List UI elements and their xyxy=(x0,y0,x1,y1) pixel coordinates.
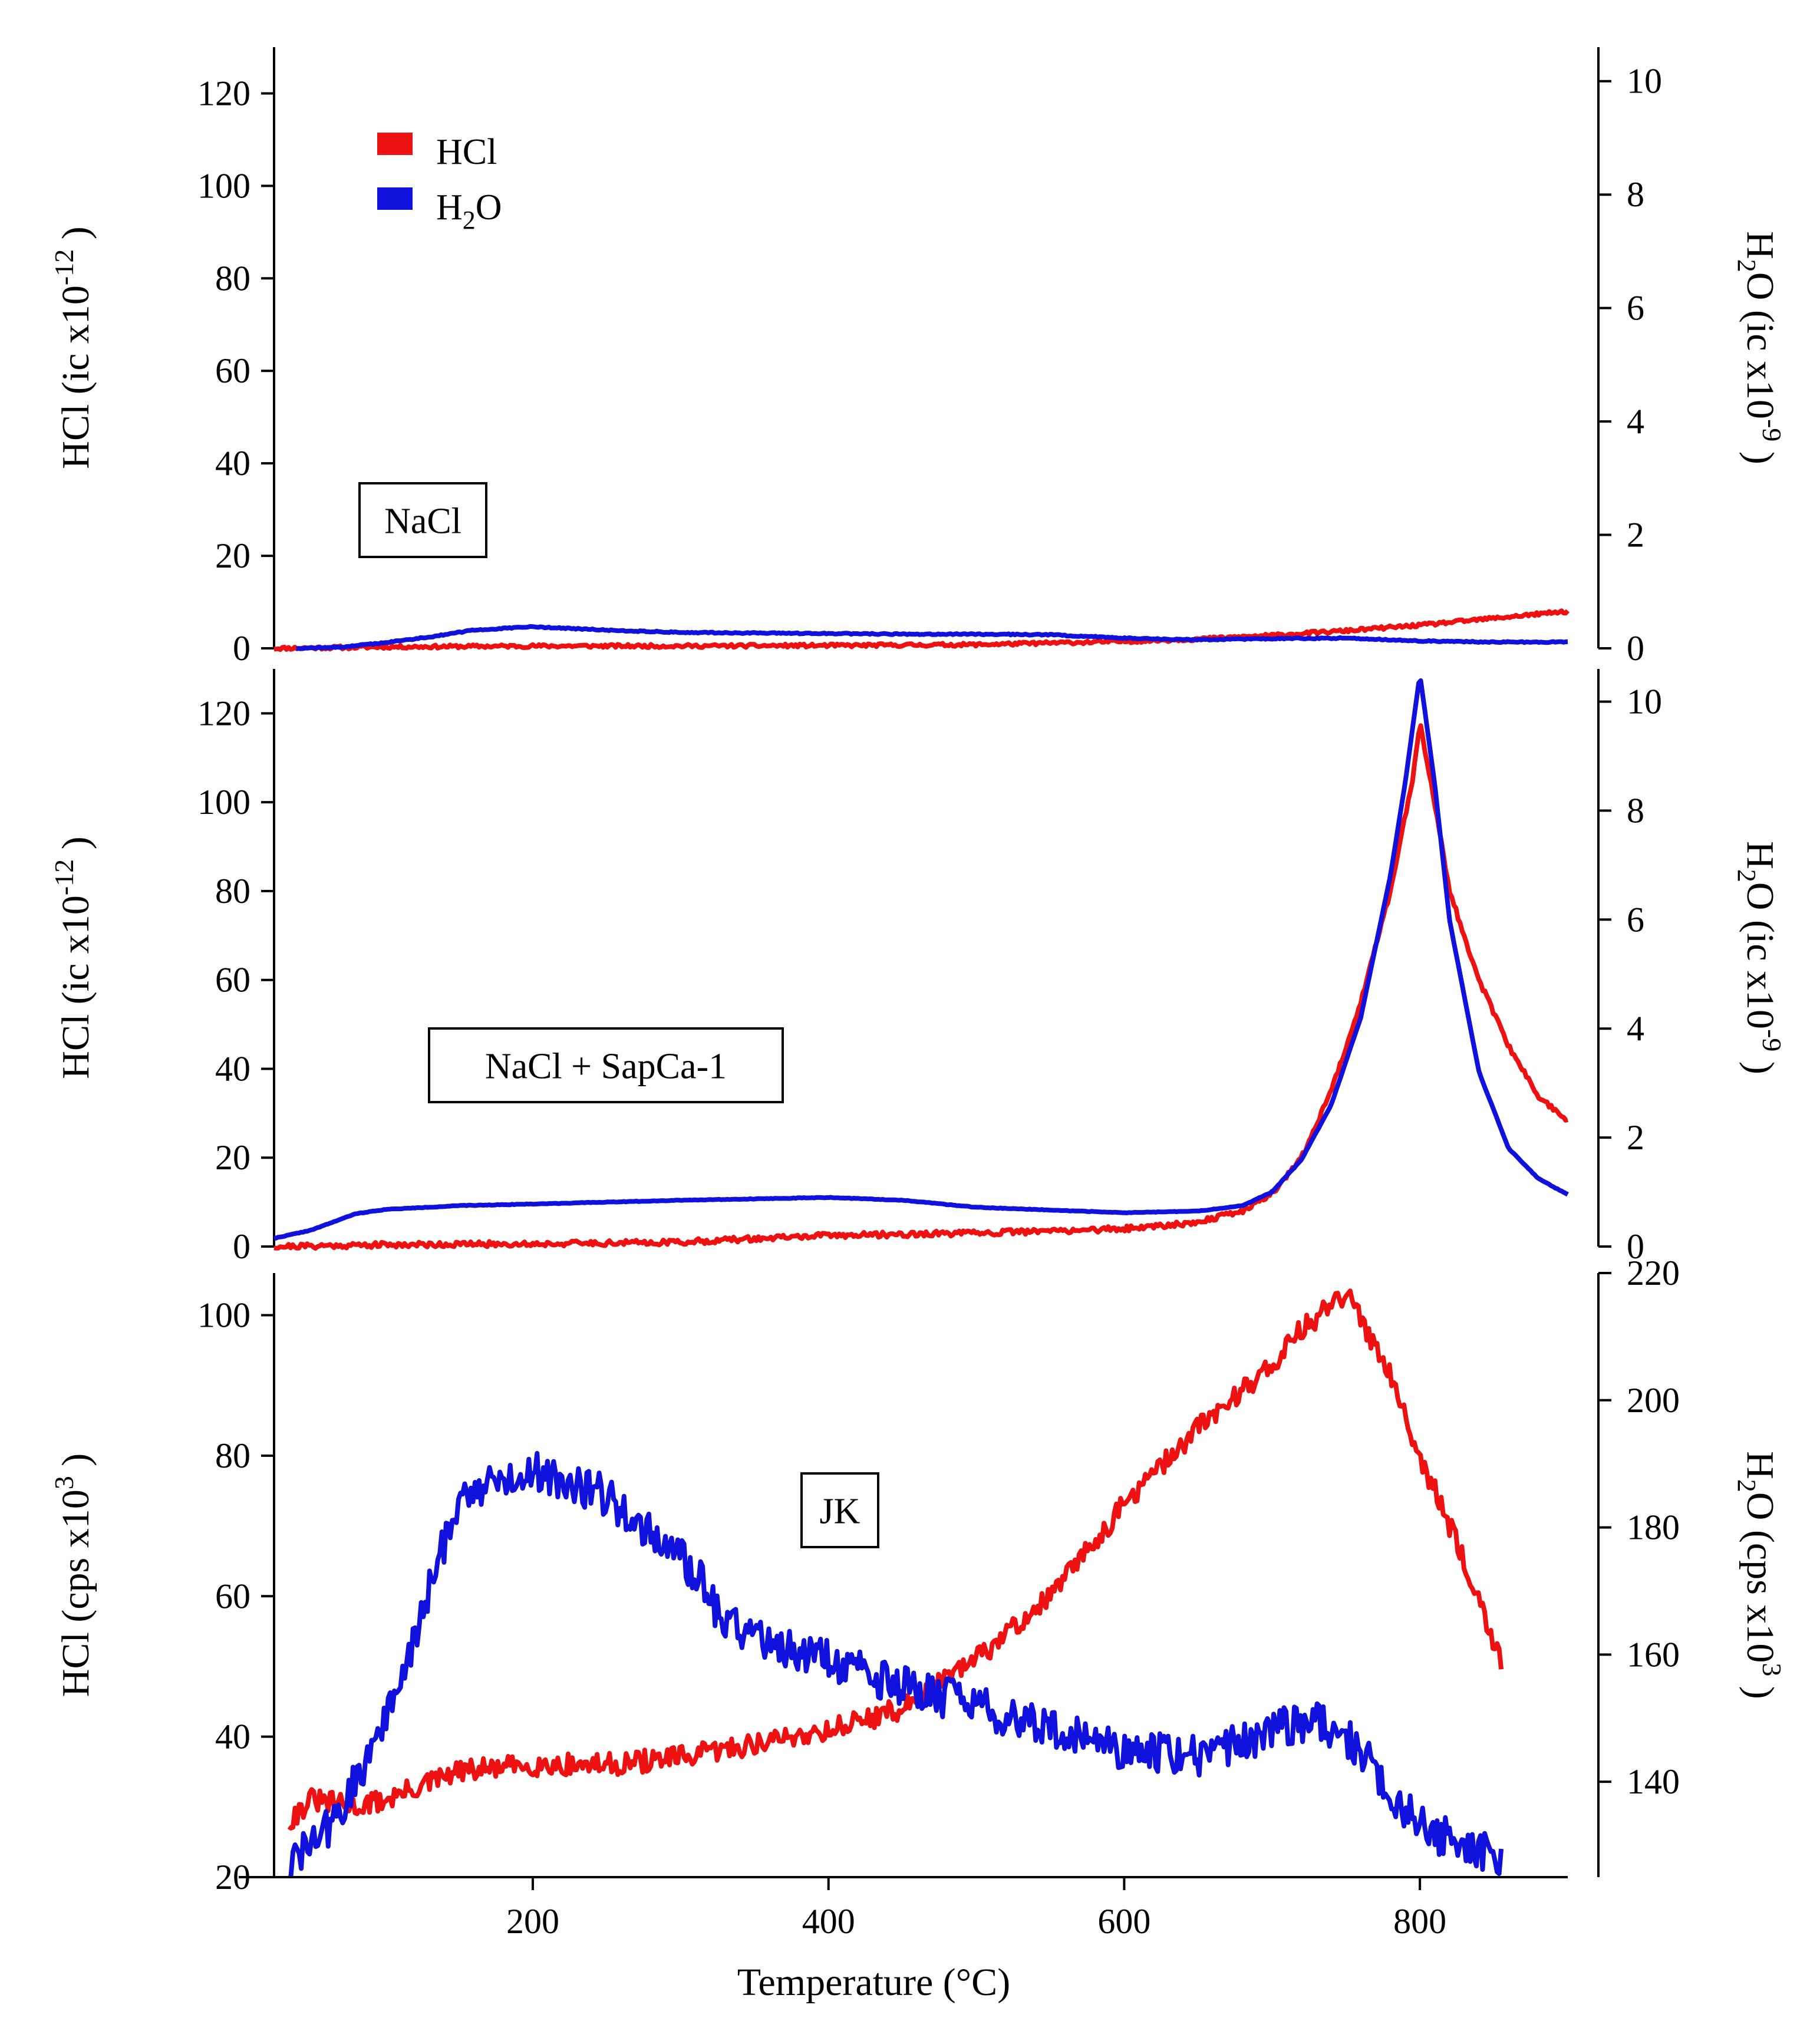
left-axis-title: HCl (cps x103 ) xyxy=(49,1453,97,1697)
x-axis-tick-label: 200 xyxy=(506,1902,559,1941)
hcl-series-line xyxy=(273,723,1568,1251)
right-axis-tick-label: 8 xyxy=(1627,175,1644,214)
left-axis: 0 20 40 60 80 100 120 HCl (ic x10-12 ) xyxy=(49,47,275,668)
legend-label-h2o: H2O xyxy=(436,187,502,235)
right-axis-tick-label: 10 xyxy=(1627,682,1662,721)
left-axis-tick-label: 40 xyxy=(215,1717,250,1756)
left-axis: 0 20 40 60 80 100 120 HCl (ic x10-12 ) xyxy=(49,669,275,1266)
left-axis-tick-label: 20 xyxy=(215,1138,250,1177)
left-axis-tick-label: 80 xyxy=(215,872,250,911)
x-axis-tick-label: 600 xyxy=(1097,1902,1150,1941)
legend-swatch-h2o xyxy=(377,187,413,210)
right-axis-tick-label: 2 xyxy=(1627,516,1644,555)
left-axis-title: HCl (ic x10-12 ) xyxy=(49,836,97,1079)
left-axis-tick-label: 120 xyxy=(197,694,250,733)
left-axis-tick-label: 100 xyxy=(197,1296,250,1335)
left-axis-tick-label: 120 xyxy=(197,74,250,113)
sample-label-box xyxy=(800,1472,879,1548)
left-axis-tick-label: 80 xyxy=(215,259,250,298)
hcl-series-line xyxy=(273,608,1570,652)
sample-label: NaCl + SapCa-1 xyxy=(428,1027,784,1103)
left-axis-tick-label: 0 xyxy=(233,629,250,668)
right-axis-title: H2O (ic x10-9 ) xyxy=(1732,231,1787,464)
sample-label: JK xyxy=(800,1472,879,1548)
left-axis-tick-label: 60 xyxy=(215,351,250,390)
right-axis-tick-label: 2 xyxy=(1627,1118,1644,1157)
right-axis-tick-label: 0 xyxy=(1627,629,1644,668)
left-axis-tick-label: 100 xyxy=(197,783,250,822)
sample-label-text: NaCl xyxy=(384,502,461,542)
left-axis-tick-label: 20 xyxy=(215,536,250,575)
right-axis-tick-label: 0 xyxy=(1627,1227,1644,1266)
chart-panel-1: 0 20 40 60 80 100 120 HCl (ic x10-12 ) 0 2 4 6 8 10 H2… xyxy=(49,47,1787,668)
right-axis-tick-label: 6 xyxy=(1627,900,1644,939)
right-axis: 0 2 4 6 8 10 H2O (ic x10-9 ) xyxy=(1597,669,1787,1266)
left-axis-tick-label: 40 xyxy=(215,1049,250,1088)
x-axis: 200 400 600 800 Temperature (°C) xyxy=(239,1876,1568,2004)
right-axis-tick-label: 8 xyxy=(1627,791,1644,830)
right-axis-tick-label: 4 xyxy=(1627,402,1644,441)
right-axis: 140 160 180 200 220 H2O (cps x103 ) xyxy=(1597,1254,1787,1877)
hcl-series-line xyxy=(287,1288,1504,1831)
right-axis-title: H2O (ic x10-9 ) xyxy=(1732,841,1787,1074)
right-axis-tick-label: 140 xyxy=(1627,1762,1680,1801)
sample-label-text: NaCl + SapCa-1 xyxy=(485,1047,727,1087)
left-axis-title: HCl (ic x10-12 ) xyxy=(49,226,97,469)
right-axis-title: H2O (cps x103 ) xyxy=(1732,1451,1787,1699)
sample-label-box xyxy=(358,482,487,558)
legend: HCl H2O xyxy=(377,132,502,235)
right-axis-tick-label: 160 xyxy=(1627,1635,1680,1674)
left-axis-tick-label: 40 xyxy=(215,444,250,483)
sample-label-box xyxy=(428,1027,784,1103)
left-axis-tick-label: 100 xyxy=(197,166,250,205)
h2o-series-line xyxy=(296,624,1568,651)
left-axis-tick-label: 0 xyxy=(233,1227,250,1266)
right-axis-tick-label: 10 xyxy=(1627,62,1662,101)
left-axis-tick-label: 60 xyxy=(215,961,250,1000)
x-axis-title: Temperature (°C) xyxy=(737,1961,1010,2004)
right-axis-tick-label: 200 xyxy=(1627,1381,1680,1420)
h2o-series-line xyxy=(273,678,1569,1241)
right-axis-tick-label: 180 xyxy=(1627,1508,1680,1547)
sample-label: NaCl xyxy=(358,482,487,558)
left-axis-tick-label: 80 xyxy=(215,1436,250,1475)
x-axis-tick-label: 800 xyxy=(1393,1902,1446,1941)
sample-label-text: JK xyxy=(820,1492,860,1532)
right-axis-tick-label: 4 xyxy=(1627,1009,1644,1048)
right-axis-tick-label: 6 xyxy=(1627,289,1644,328)
legend-label-hcl: HCl xyxy=(436,132,497,172)
right-axis-tick-label: 220 xyxy=(1627,1254,1680,1292)
x-axis-tick-label: 400 xyxy=(802,1902,855,1941)
legend-swatch-hcl xyxy=(377,133,413,155)
left-axis-tick-label: 60 xyxy=(215,1577,250,1615)
h2o-series-line xyxy=(288,1450,1504,1878)
chart-panel-2: 0 20 40 60 80 100 120 HCl (ic x10-12 ) 0 2 4 6 8 10 H2… xyxy=(49,669,1787,1266)
right-axis: 0 2 4 6 8 10 H2O (ic x10-9 ) xyxy=(1597,47,1787,668)
